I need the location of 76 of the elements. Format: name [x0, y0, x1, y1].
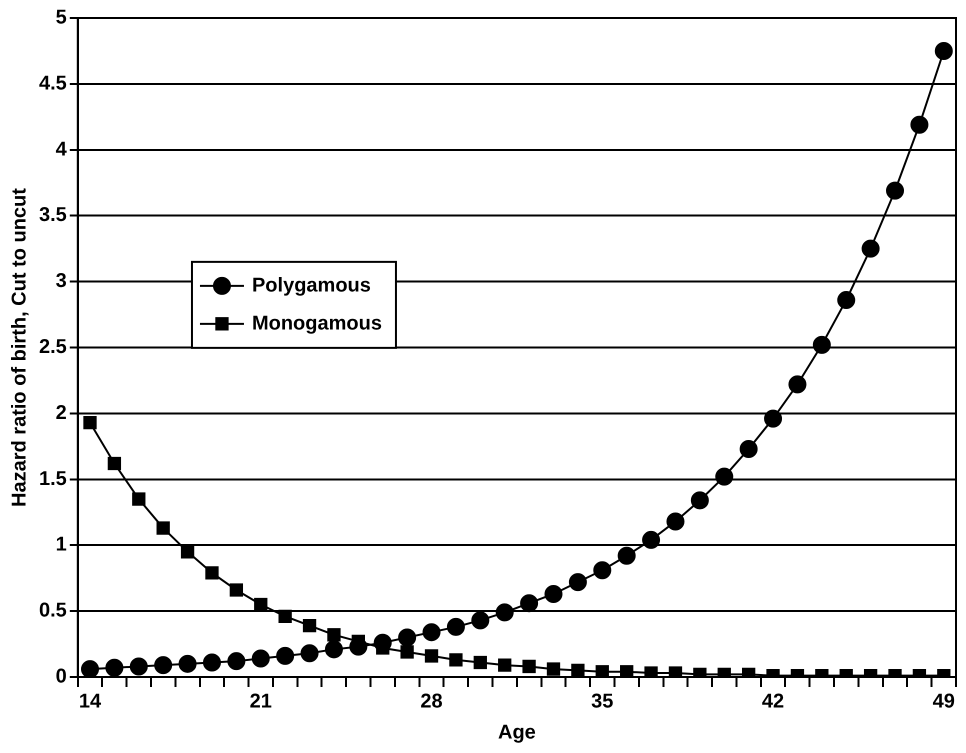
point: [715, 468, 734, 486]
y-axis-title: Hazard ratio of birth, Cut to uncut: [8, 188, 31, 507]
y-tick-label: 0: [56, 666, 67, 688]
point: [178, 654, 197, 673]
point: [108, 456, 122, 470]
point: [205, 566, 219, 580]
point: [156, 521, 170, 535]
point: [254, 598, 268, 612]
x-axis-title: Age: [498, 722, 536, 744]
point: [132, 492, 146, 506]
point: [862, 240, 880, 258]
point: [105, 658, 124, 677]
point: [740, 440, 758, 458]
point: [544, 584, 562, 603]
legend-label: Polygamous: [252, 274, 371, 296]
x-tick-label: 14: [78, 690, 102, 713]
x-tick-label: 35: [591, 690, 614, 713]
y-tick-label: 4: [56, 138, 68, 160]
point: [520, 594, 538, 612]
point: [498, 658, 512, 672]
point: [400, 645, 414, 659]
point: [474, 656, 487, 670]
point: [596, 665, 609, 677]
y-tick-label: 3.5: [38, 204, 67, 226]
point: [620, 665, 634, 677]
point: [449, 653, 463, 667]
point: [324, 640, 343, 658]
x-tick-label: 49: [932, 690, 955, 713]
point: [690, 491, 709, 510]
point: [230, 583, 244, 597]
y-tick-label: 1: [56, 534, 67, 556]
point: [934, 42, 953, 60]
y-tick-label: 3: [56, 270, 67, 292]
x-tick-label: 21: [250, 690, 272, 713]
point: [764, 410, 782, 428]
point: [812, 336, 831, 354]
y-tick-label: 0.5: [38, 600, 67, 622]
point: [471, 611, 490, 630]
x-tick-label: 42: [762, 690, 784, 713]
point: [327, 628, 341, 642]
y-tick-label: 5: [56, 6, 67, 29]
point: [788, 375, 806, 394]
point: [81, 660, 99, 677]
point: [910, 116, 928, 134]
y-tick-label: 2: [56, 402, 67, 424]
point: [546, 662, 560, 676]
y-tick-label: 2.5: [38, 336, 67, 358]
point: [398, 628, 416, 646]
point: [886, 182, 904, 200]
point: [446, 618, 465, 636]
point: [227, 652, 246, 670]
point: [278, 610, 292, 624]
x-tick-label: 28: [420, 690, 443, 713]
point: [642, 530, 660, 549]
point: [424, 649, 438, 663]
point: [202, 654, 221, 672]
y-tick-label: 4.5: [38, 72, 67, 94]
point: [496, 603, 514, 622]
point: [593, 561, 612, 580]
point: [83, 416, 97, 430]
point: [154, 656, 172, 674]
y-tick-label: 1.5: [38, 468, 67, 490]
point: [276, 646, 294, 665]
point: [666, 512, 684, 530]
point: [130, 657, 148, 676]
point: [837, 291, 856, 310]
point: [522, 660, 536, 674]
point: [180, 545, 194, 558]
point: [300, 644, 319, 662]
legend-label: Monogamous: [252, 312, 382, 334]
point: [422, 623, 441, 642]
point: [252, 650, 270, 668]
point: [618, 546, 636, 565]
point: [568, 573, 587, 592]
point: [571, 664, 585, 677]
point: [302, 618, 316, 632]
